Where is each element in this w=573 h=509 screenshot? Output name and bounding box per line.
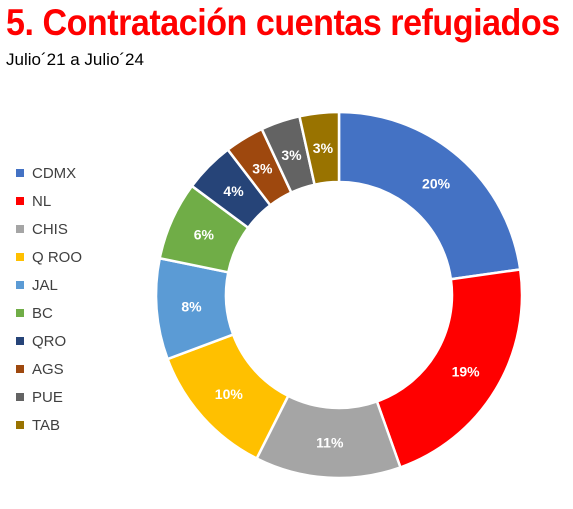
legend-item-pue: PUE <box>16 383 82 411</box>
slice-tab <box>297 110 341 187</box>
legend-swatch <box>16 253 24 261</box>
legend-swatch <box>16 393 24 401</box>
data-label-nl: 19% <box>452 364 481 380</box>
legend-swatch <box>16 197 24 205</box>
data-label-q-roo: 10% <box>215 386 244 402</box>
legend-label: TAB <box>32 416 61 434</box>
legend-swatch <box>16 309 24 317</box>
legend-item-qro: QRO <box>16 327 82 355</box>
legend-item-ags: AGS <box>16 355 82 383</box>
legend-swatch <box>16 225 24 233</box>
legend-label: CDMX <box>32 164 77 182</box>
legend-label: AGS <box>32 360 64 378</box>
legend: CDMX NL CHIS Q ROO JAL BC QRO AGS PUE TAB <box>16 159 82 439</box>
legend-label: CHIS <box>32 220 68 238</box>
legend-item-tab: TAB <box>16 411 82 439</box>
legend-item-jal: JAL <box>16 271 82 299</box>
chart-subtitle: Julio´21 a Julio´24 <box>6 50 144 69</box>
legend-item-nl: NL <box>16 187 82 215</box>
data-label-ags: 3% <box>252 160 273 176</box>
legend-swatch <box>16 365 24 373</box>
legend-item-bc: BC <box>16 299 82 327</box>
legend-swatch <box>16 169 24 177</box>
data-label-pue: 3% <box>281 147 302 163</box>
legend-label: Q ROO <box>32 248 83 266</box>
legend-item-q-roo: Q ROO <box>16 243 82 271</box>
legend-item-chis: CHIS <box>16 215 82 243</box>
data-label-chis: 11% <box>316 435 344 451</box>
legend-label: NL <box>32 192 52 210</box>
data-label-bc: 6% <box>194 227 215 243</box>
legend-label: QRO <box>32 332 67 350</box>
chart-title: 5. Contratación cuentas refugiados <box>6 2 560 43</box>
legend-item-cdmx: CDMX <box>16 159 82 187</box>
legend-swatch <box>16 337 24 345</box>
data-label-qro: 4% <box>223 183 244 199</box>
legend-label: BC <box>32 304 53 322</box>
legend-swatch <box>16 281 24 289</box>
data-label-cdmx: 20% <box>422 175 451 191</box>
data-label-jal: 8% <box>181 298 202 314</box>
slice-nl <box>375 268 524 469</box>
legend-label: JAL <box>32 276 58 294</box>
slice-cdmx <box>337 110 522 281</box>
legend-swatch <box>16 421 24 429</box>
legend-label: PUE <box>32 388 63 406</box>
data-label-tab: 3% <box>313 140 334 156</box>
